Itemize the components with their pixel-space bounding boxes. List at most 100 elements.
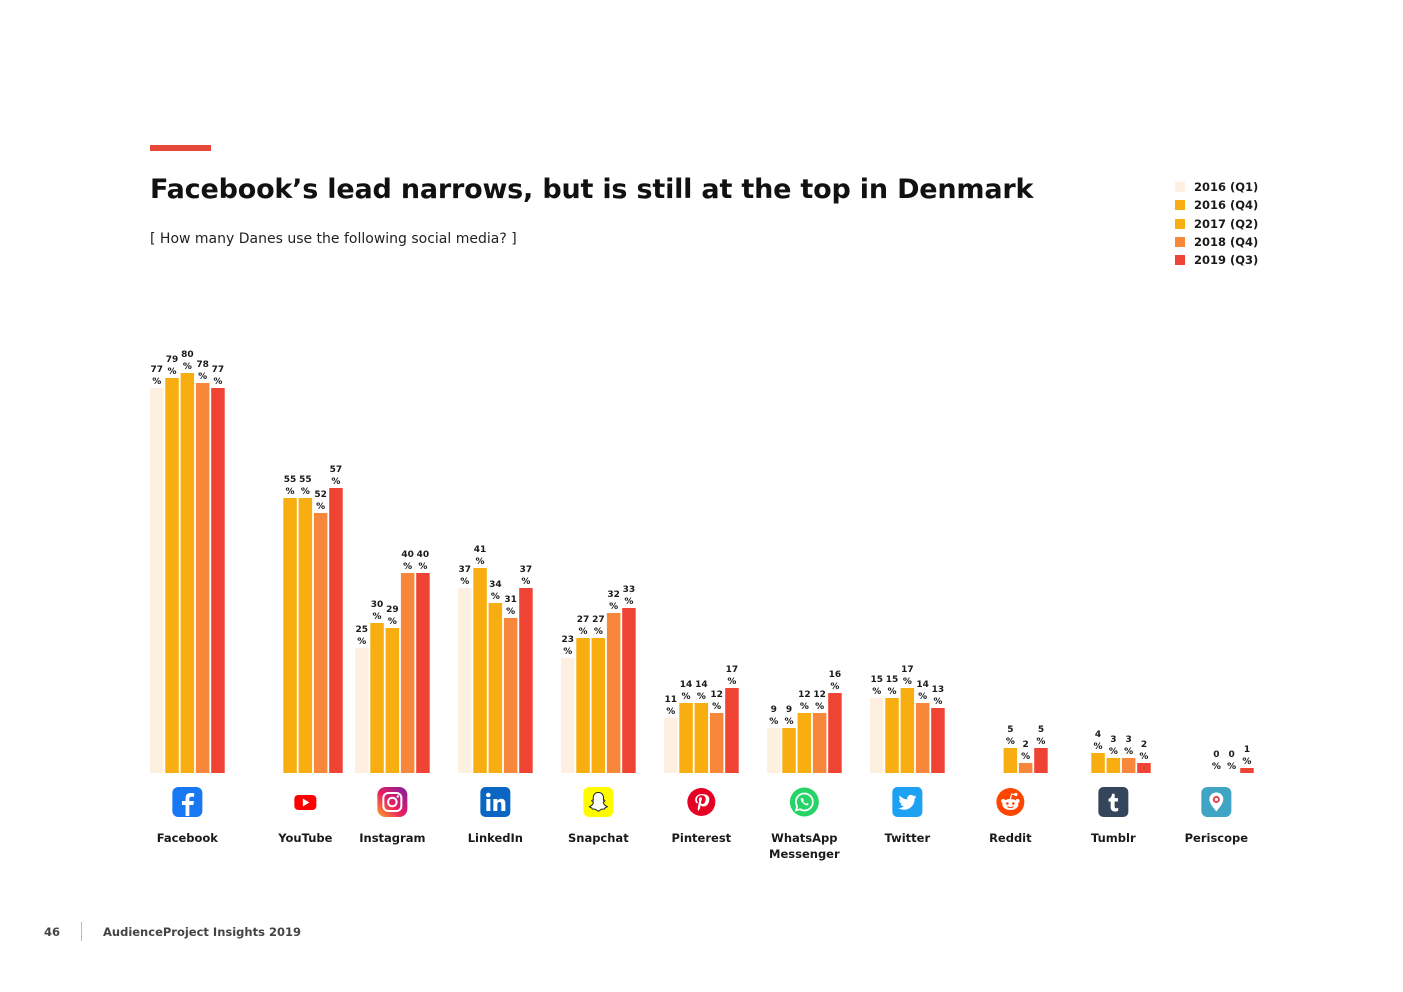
bar — [416, 573, 430, 773]
data-label: 27 — [592, 615, 605, 625]
data-label: 14 — [680, 680, 693, 690]
icon-part — [486, 792, 491, 798]
legend-label: 2019 (Q3) — [1194, 253, 1259, 268]
data-label-unit: % — [418, 562, 427, 572]
data-label: 11 — [664, 695, 677, 705]
data-label-unit: % — [1036, 737, 1045, 747]
data-label-unit: % — [403, 562, 412, 572]
data-label-unit: % — [183, 362, 192, 372]
data-label-unit: % — [579, 627, 588, 637]
icon-part — [1001, 799, 1006, 803]
bar — [1121, 758, 1136, 773]
data-label-unit: % — [152, 377, 161, 387]
icon-part — [1007, 806, 1014, 808]
bar — [797, 713, 812, 773]
bar-group: 5% 2% 5% — [1003, 725, 1048, 773]
page-number: 46 — [44, 925, 61, 939]
bar — [1106, 758, 1121, 773]
icon-part — [898, 794, 917, 810]
legend-item: 2016 (Q1) — [1175, 178, 1258, 196]
data-label: 30 — [371, 600, 384, 610]
bar — [473, 568, 487, 773]
facebook-icon — [172, 787, 203, 817]
category-label: Instagram — [359, 831, 425, 845]
data-label: 5 — [1007, 725, 1013, 735]
data-label-unit: % — [785, 717, 794, 727]
data-label-unit: % — [933, 697, 942, 707]
data-label: 1 — [1244, 745, 1250, 755]
bar — [1034, 748, 1048, 773]
data-label: 37 — [520, 565, 533, 575]
data-label: 0 — [1213, 750, 1219, 760]
data-label: 77 — [212, 365, 225, 375]
bar — [150, 388, 164, 773]
bar-group: 15% 15% 17% 14% 13% — [870, 665, 945, 773]
icon-part — [387, 796, 398, 808]
bar — [1091, 753, 1105, 773]
bar — [165, 378, 179, 773]
whatsapp-icon — [789, 787, 819, 817]
category-label-line: Messenger — [769, 847, 840, 861]
icon-part — [1006, 802, 1009, 805]
data-label-unit: % — [1227, 762, 1236, 772]
icon-part — [588, 791, 609, 812]
data-label-unit: % — [1139, 752, 1148, 762]
legend-label: 2016 (Q1) — [1194, 180, 1259, 195]
category-label: Reddit — [989, 831, 1032, 845]
legend-swatch — [1175, 237, 1185, 248]
icon-part — [302, 798, 310, 807]
bar-group: 77% 79% 80% 78% 77% — [150, 350, 225, 773]
data-label: 52 — [314, 490, 327, 500]
bar — [1018, 763, 1033, 773]
bar — [931, 708, 945, 773]
bar — [606, 613, 621, 773]
data-label: 77 — [150, 365, 163, 375]
data-label-unit: % — [712, 702, 721, 712]
icon-part — [695, 794, 710, 811]
bar — [458, 588, 472, 773]
bar — [561, 658, 575, 773]
bar — [283, 498, 297, 773]
data-label: 17 — [726, 665, 739, 675]
data-label-unit: % — [476, 557, 485, 567]
icon-part — [1015, 799, 1020, 803]
legend-label: 2018 (Q4) — [1194, 235, 1259, 250]
bar — [812, 713, 827, 773]
data-label: 55 — [299, 475, 312, 485]
bar — [679, 703, 693, 773]
icon-part — [1214, 798, 1218, 801]
data-label: 3 — [1126, 735, 1132, 745]
data-label-unit: % — [1006, 737, 1015, 747]
data-label-unit: % — [666, 707, 675, 717]
category-label: Periscope — [1185, 831, 1249, 845]
legend-item: 2019 (Q3) — [1175, 251, 1258, 269]
icon-part — [486, 799, 491, 811]
data-label: 16 — [829, 670, 842, 680]
category-label-line: WhatsApp — [771, 831, 837, 845]
periscope-icon — [1201, 787, 1232, 817]
data-label-unit: % — [888, 687, 897, 697]
data-label-unit: % — [1109, 747, 1118, 757]
data-label-unit: % — [682, 692, 691, 702]
legend-swatch — [1175, 200, 1185, 211]
data-label-unit: % — [286, 487, 295, 497]
data-label-unit: % — [697, 692, 706, 702]
bar-group: 37% 41% 34% 31% 37% — [458, 545, 533, 773]
data-label: 79 — [166, 355, 179, 365]
bar — [488, 603, 503, 773]
data-label-unit: % — [213, 377, 222, 387]
data-label: 15 — [886, 675, 899, 685]
data-label-unit: % — [769, 717, 778, 727]
data-label: 78 — [196, 360, 209, 370]
icon-part — [1009, 793, 1016, 800]
reddit-icon — [996, 788, 1025, 816]
bar — [400, 573, 415, 773]
data-label-unit: % — [331, 477, 340, 487]
category-label: Facebook — [157, 831, 219, 845]
icon-part — [382, 792, 403, 812]
data-label-unit: % — [373, 612, 382, 622]
data-label: 34 — [489, 580, 502, 590]
title-accent-bar — [150, 145, 211, 151]
bar-group: 9% 9% 12% 12% 16% — [767, 670, 842, 773]
